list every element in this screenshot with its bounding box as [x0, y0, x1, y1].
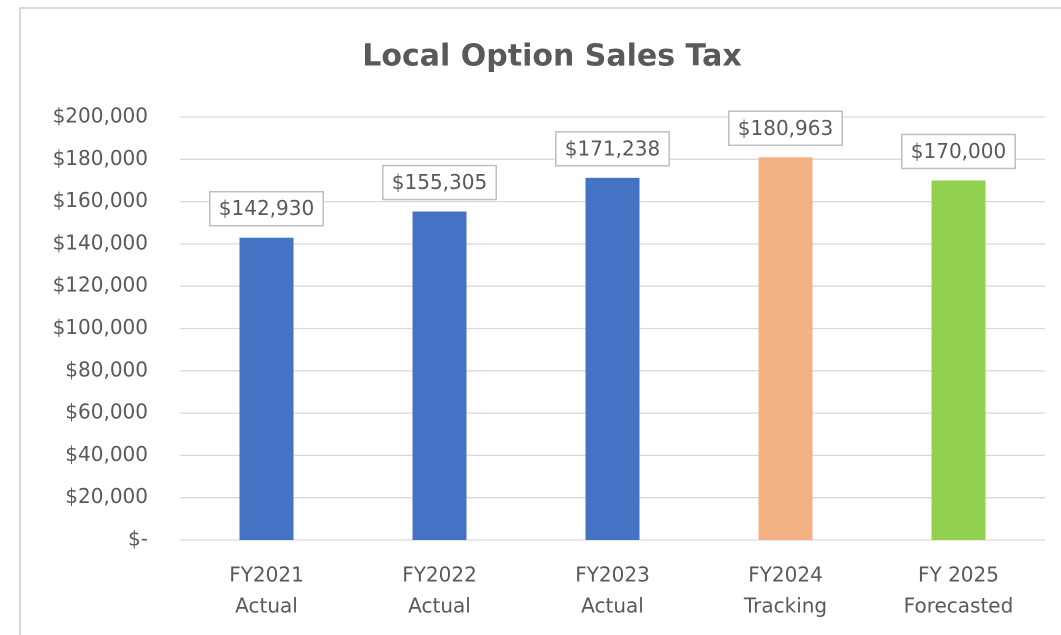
- x-tick-label: Actual: [235, 594, 298, 618]
- bar: [412, 211, 467, 541]
- bar: [931, 180, 986, 540]
- y-tick-label: $80,000: [65, 357, 148, 381]
- data-label: $170,000: [911, 139, 1006, 163]
- y-tick-label: $100,000: [53, 315, 148, 339]
- y-tick-label: $-: [128, 527, 148, 551]
- bar: [585, 177, 640, 540]
- data-label: $180,963: [738, 116, 833, 140]
- y-tick-label: $120,000: [53, 273, 148, 297]
- y-tick-label: $140,000: [53, 230, 148, 254]
- x-tick-label: FY2024: [748, 563, 823, 587]
- x-tick-label: FY2021: [229, 563, 304, 587]
- y-tick-label: $180,000: [53, 146, 148, 170]
- data-label: $142,930: [219, 196, 314, 220]
- x-tick-label: FY 2025: [918, 563, 999, 587]
- data-label-box: [901, 133, 1016, 170]
- data-label-box: [728, 110, 843, 147]
- x-tick-label: Actual: [581, 594, 644, 618]
- x-tick-label: Actual: [408, 594, 471, 618]
- x-tick-label: Tracking: [743, 594, 827, 618]
- bar: [239, 237, 294, 540]
- y-tick-label: $20,000: [65, 484, 148, 508]
- data-label-box: [555, 131, 670, 167]
- chart-title: Local Option Sales Tax: [362, 39, 741, 74]
- y-tick-label: $200,000: [53, 104, 148, 128]
- data-label: $155,305: [392, 170, 487, 194]
- data-label-box: [209, 190, 324, 227]
- y-tick-label: $160,000: [53, 188, 148, 212]
- data-label-box: [382, 164, 497, 201]
- x-tick-label: FY2022: [402, 563, 477, 587]
- y-tick-label: $40,000: [65, 442, 148, 466]
- x-tick-label: FY2023: [575, 563, 650, 587]
- chart-frame: [19, 7, 1061, 635]
- data-label: $171,238: [565, 136, 660, 160]
- bar: [758, 157, 813, 541]
- x-tick-label: Forecasted: [904, 594, 1014, 618]
- y-tick-label: $60,000: [65, 400, 148, 424]
